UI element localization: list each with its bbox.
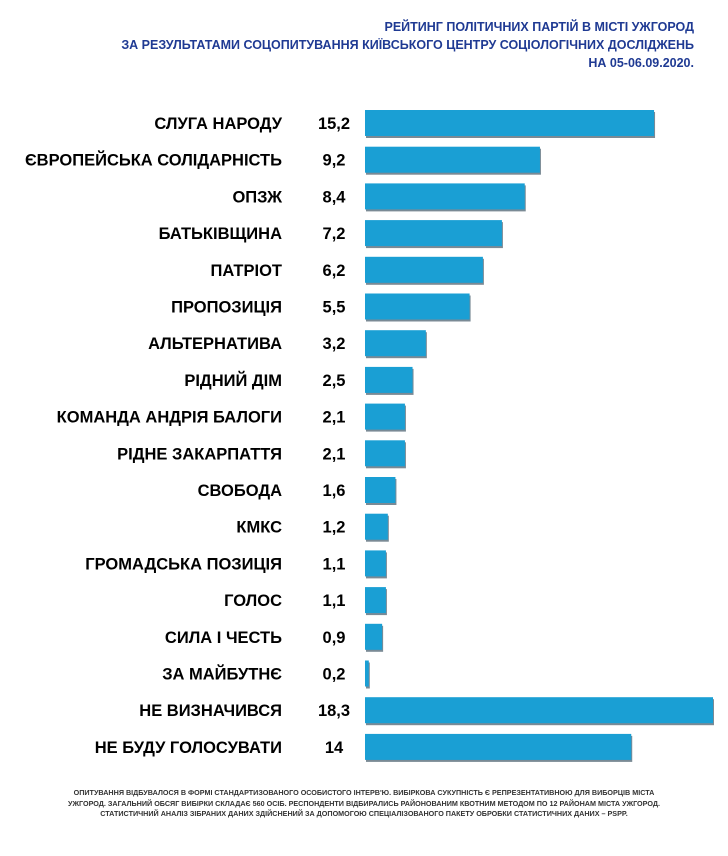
value-label: 18,3 (318, 702, 350, 720)
category-label: АЛЬТЕРНАТИВА (148, 335, 282, 353)
value-label: 7,2 (323, 225, 346, 243)
bar (365, 293, 470, 320)
value-label: 3,2 (323, 335, 346, 353)
value-label: 1,1 (323, 555, 346, 573)
value-label: 15,2 (318, 115, 350, 133)
category-label: ГРОМАДСЬКА ПОЗИЦІЯ (85, 555, 282, 573)
value-label: 9,2 (323, 152, 346, 170)
bar (365, 623, 383, 650)
bar-chart: СЛУГА НАРОДУ 15,2 ЄВРОПЕЙСЬКА СОЛІДАРНІСТЬ… (25, 110, 714, 762)
category-label: РІДНИЙ ДІМ (184, 371, 282, 390)
bar (365, 513, 388, 540)
chart-subtitle: ЗА РЕЗУЛЬТАТАМИ СОЦОПИТУВАННЯ КИЇВСЬКОГО… (121, 38, 694, 52)
category-label: ПАТРІОТ (210, 262, 282, 280)
category-label: КМКС (236, 519, 282, 537)
value-label: 14 (325, 739, 344, 757)
category-label: ЄВРОПЕЙСЬКА СОЛІДАРНІСТЬ (25, 151, 282, 170)
value-label: 2,1 (323, 409, 346, 427)
category-label: СВОБОДА (198, 482, 282, 500)
bar (365, 146, 540, 173)
value-label: 5,5 (323, 299, 346, 317)
category-label: КОМАНДА АНДРІЯ БАЛОГИ (57, 409, 282, 427)
value-label: 1,1 (323, 592, 346, 610)
bar (365, 110, 655, 136)
value-label: 2,1 (323, 445, 346, 463)
chart-title: РЕЙТИНГ ПОЛІТИЧНИХ ПАРТІЙ В МІСТІ УЖГОРО… (384, 20, 694, 34)
chart-date: НА 05-06.09.2020. (588, 56, 694, 70)
bar (365, 733, 632, 760)
category-label: РІДНЕ ЗАКАРПАТТЯ (117, 445, 282, 463)
bar (365, 330, 426, 357)
category-label: БАТЬКІВЩИНА (159, 225, 282, 243)
value-label: 0,2 (323, 666, 346, 684)
category-label: ГОЛОС (224, 592, 282, 610)
value-label: 6,2 (323, 262, 346, 280)
chart-header: РЕЙТИНГ ПОЛІТИЧНИХ ПАРТІЙ В МІСТІ УЖГОРО… (121, 18, 694, 72)
category-label: НЕ ВИЗНАЧИВСЯ (139, 702, 282, 720)
category-label: ОПЗЖ (232, 188, 282, 206)
value-label: 0,9 (323, 629, 346, 647)
category-label: ПРОПОЗИЦІЯ (171, 299, 282, 317)
bar (365, 403, 405, 430)
bar (365, 587, 386, 614)
bar (365, 256, 483, 283)
bar (365, 697, 713, 724)
category-label: СИЛА І ЧЕСТЬ (165, 629, 282, 647)
category-label: ЗА МАЙБУТНЄ (162, 665, 282, 684)
bar (365, 550, 386, 577)
value-label: 1,2 (323, 519, 346, 537)
bar (365, 440, 405, 467)
bar (365, 477, 396, 503)
bar (365, 660, 369, 687)
category-label: СЛУГА НАРОДУ (154, 115, 282, 133)
methodology-footnote: ОПИТУВАННЯ ВІДБУВАЛОСЯ В ФОРМІ СТАНДАРТИ… (68, 788, 660, 818)
category-label: НЕ БУДУ ГОЛОСУВАТИ (95, 739, 282, 757)
bar (365, 220, 502, 247)
bar (365, 366, 413, 393)
value-label: 8,4 (323, 188, 347, 206)
bar (365, 183, 525, 210)
value-label: 2,5 (323, 372, 346, 390)
value-label: 1,6 (323, 482, 346, 500)
